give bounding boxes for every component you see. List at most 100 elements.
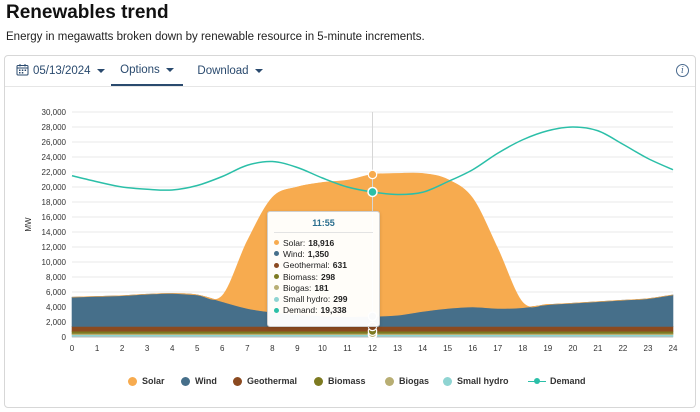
legend-item-wind[interactable]: Wind bbox=[181, 376, 217, 386]
tooltip-series-name: Small hydro: bbox=[283, 294, 331, 305]
x-tick-label: 17 bbox=[493, 344, 502, 353]
legend-item-small_hydro[interactable]: Small hydro bbox=[443, 376, 509, 386]
tooltip-series-name: Biomass: bbox=[283, 271, 318, 282]
legend-label: Demand bbox=[550, 376, 586, 386]
calendar-icon bbox=[16, 63, 29, 79]
download-label: Download bbox=[197, 65, 249, 77]
options-label: Options bbox=[120, 64, 160, 76]
legend-item-geothermal[interactable]: Geothermal bbox=[233, 376, 297, 386]
x-tick-label: 12 bbox=[368, 344, 377, 353]
x-tick-label: 5 bbox=[195, 344, 200, 353]
y-tick-label: 24,000 bbox=[42, 153, 67, 162]
legend-swatch bbox=[528, 377, 546, 386]
x-tick-label: 16 bbox=[468, 344, 477, 353]
tooltip-row-small_hydro: Small hydro: 299 bbox=[268, 293, 379, 304]
legend-swatch bbox=[443, 376, 452, 386]
x-tick-label: 6 bbox=[220, 344, 225, 353]
tooltip-dot bbox=[274, 240, 279, 246]
tooltip-series-name: Geothermal: bbox=[283, 260, 330, 271]
legend-item-biomass[interactable]: Biomass bbox=[314, 376, 366, 386]
y-tick-label: 16,000 bbox=[42, 213, 67, 222]
y-tick-label: 26,000 bbox=[42, 138, 67, 147]
date-picker[interactable]: 05/13/2024 bbox=[16, 56, 105, 86]
chevron-down-icon bbox=[254, 69, 263, 73]
page-subtitle: Energy in megawatts broken down by renew… bbox=[6, 31, 425, 43]
y-tick-label: 2,000 bbox=[46, 318, 67, 327]
toolbar-divider bbox=[5, 86, 695, 87]
tooltip-series-value: 298 bbox=[320, 271, 336, 282]
x-tick-label: 1 bbox=[95, 344, 100, 353]
chart-tooltip: 11:55 Solar: 18,916 Wind: 1,350 Geothermal: 6… bbox=[267, 211, 380, 327]
legend-item-biogas[interactable]: Biogas bbox=[385, 376, 429, 386]
tooltip-dot bbox=[274, 285, 279, 291]
y-tick-label: 12,000 bbox=[42, 243, 67, 252]
chart-legend: Solar Wind Geothermal Biomass Biogas Small hy… bbox=[0, 376, 700, 392]
page-title: Renewables trend bbox=[6, 2, 169, 23]
tooltip-row-wind: Wind: 1,350 bbox=[268, 248, 379, 259]
x-tick-label: 3 bbox=[145, 344, 150, 353]
tooltip-series-value: 631 bbox=[332, 260, 347, 271]
options-dropdown[interactable]: Options bbox=[111, 56, 183, 86]
y-tick-label: 28,000 bbox=[42, 123, 67, 132]
y-tick-label: 10,000 bbox=[42, 258, 67, 267]
x-tick-label: 22 bbox=[618, 344, 627, 353]
chevron-down-icon bbox=[96, 69, 105, 73]
legend-label: Biogas bbox=[399, 376, 430, 386]
x-tick-label: 2 bbox=[120, 344, 125, 353]
tooltip-series-value: 181 bbox=[314, 282, 329, 293]
tooltip-series-name: Wind: bbox=[283, 248, 305, 259]
y-axis-label: MW bbox=[24, 217, 33, 232]
x-tick-label: 8 bbox=[270, 344, 275, 353]
tooltip-row-biomass: Biomass: 298 bbox=[268, 271, 379, 282]
legend-item-solar[interactable]: Solar bbox=[128, 376, 165, 386]
legend-swatch bbox=[181, 376, 190, 386]
x-tick-label: 23 bbox=[644, 344, 653, 353]
legend-label: Solar bbox=[142, 376, 165, 386]
legend-swatch bbox=[128, 376, 137, 386]
legend-swatch bbox=[314, 376, 323, 386]
legend-label: Biomass bbox=[328, 376, 366, 386]
date-value: 05/13/2024 bbox=[33, 65, 91, 77]
tooltip-series-value: 19,338 bbox=[320, 305, 347, 316]
tooltip-dot bbox=[274, 262, 279, 268]
legend-label: Small hydro bbox=[457, 376, 509, 386]
tooltip-dot bbox=[274, 307, 279, 313]
legend-item-demand[interactable]: Demand bbox=[528, 376, 586, 386]
x-tick-label: 13 bbox=[393, 344, 402, 353]
tooltip-row-solar: Solar: 18,916 bbox=[268, 237, 379, 248]
x-tick-label: 21 bbox=[593, 344, 602, 353]
tooltip-series-value: 1,350 bbox=[307, 248, 330, 259]
y-tick-label: 8,000 bbox=[46, 273, 67, 282]
tooltip-row-geothermal: Geothermal: 631 bbox=[268, 260, 379, 271]
chart-toolbar: 05/13/2024 Options Download i bbox=[5, 56, 695, 86]
y-tick-label: 6,000 bbox=[46, 288, 67, 297]
x-tick-label: 7 bbox=[245, 344, 250, 353]
legend-swatch bbox=[233, 376, 242, 386]
y-tick-label: 30,000 bbox=[42, 108, 67, 117]
x-tick-label: 0 bbox=[70, 344, 75, 353]
x-tick-label: 11 bbox=[343, 344, 352, 353]
tooltip-row-demand: Demand: 19,338 bbox=[268, 305, 379, 316]
tooltip-time: 11:55 bbox=[312, 218, 335, 228]
info-icon[interactable]: i bbox=[676, 64, 689, 77]
chevron-down-icon bbox=[165, 68, 174, 72]
y-tick-label: 14,000 bbox=[42, 228, 67, 237]
x-tick-label: 24 bbox=[669, 344, 678, 353]
download-dropdown[interactable]: Download bbox=[190, 56, 270, 86]
y-tick-label: 22,000 bbox=[42, 168, 67, 177]
x-tick-label: 14 bbox=[418, 344, 427, 353]
x-tick-label: 18 bbox=[518, 344, 527, 353]
axes: 0 2,000 4,000 6,000 8,000 10,000 12,000 14,000 1… bbox=[24, 108, 678, 353]
x-tick-label: 10 bbox=[318, 344, 327, 353]
legend-label: Geothermal bbox=[247, 376, 298, 386]
tooltip-series-value: 299 bbox=[333, 294, 348, 305]
tooltip-series-name: Solar: bbox=[283, 237, 306, 248]
x-tick-label: 19 bbox=[543, 344, 552, 353]
legend-label: Wind bbox=[195, 376, 217, 386]
tooltip-row-biogas: Biogas: 181 bbox=[268, 282, 379, 293]
y-tick-label: 20,000 bbox=[42, 183, 67, 192]
x-tick-label: 9 bbox=[295, 344, 300, 353]
tooltip-series-name: Demand: bbox=[283, 305, 318, 316]
y-tick-label: 4,000 bbox=[46, 303, 67, 312]
